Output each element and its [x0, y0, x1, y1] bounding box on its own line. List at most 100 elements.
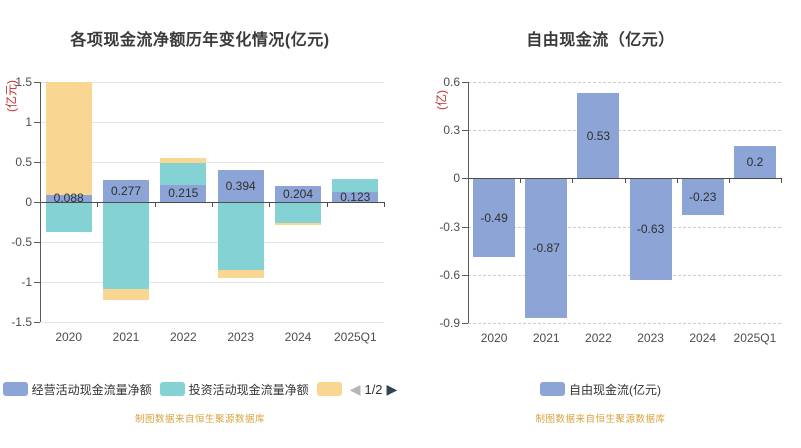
- legend-swatch: [316, 382, 342, 396]
- bar-segment[interactable]: [103, 179, 149, 202]
- gridline: [468, 226, 781, 228]
- y-axis-tick-label: -0.3: [439, 219, 460, 234]
- bar-value-label: -0.49: [480, 210, 508, 225]
- legend-swatch: [540, 382, 565, 396]
- bar-value-label: -0.23: [689, 189, 717, 204]
- bar-segment[interactable]: [275, 202, 321, 223]
- bar-value-label: 0.215: [168, 186, 199, 201]
- bar-value-label: 0.204: [282, 186, 313, 201]
- y-axis-line: [40, 82, 41, 322]
- bar-segment[interactable]: [275, 222, 321, 226]
- y-axis-tick: [462, 82, 468, 83]
- data-source-note: 制图数据来自恒生聚源数据库: [134, 414, 265, 425]
- gridline: [468, 82, 781, 83]
- x-axis-category-label: 2022: [169, 330, 197, 344]
- y-axis-tick: [462, 226, 468, 228]
- x-axis-category-label: 2022: [585, 331, 612, 345]
- y-axis-line: [468, 82, 469, 323]
- legend-label: 投资活动现金流量净额: [188, 382, 309, 397]
- legend-prev-icon[interactable]: ◀: [349, 381, 361, 397]
- bar-value-label: 0.2: [746, 155, 764, 170]
- bar-segment[interactable]: [629, 178, 672, 280]
- bar-segment[interactable]: [275, 185, 321, 202]
- gridline: [468, 274, 781, 276]
- legend-item-operating-cashflow[interactable]: 经营活动现金流量净额: [2, 381, 152, 398]
- legend-label: 经营活动现金流量净额: [31, 382, 152, 397]
- x-axis-tick: [676, 178, 678, 184]
- net-cashflow-chart-panel: 各项现金流净额历年变化情况(亿元) (亿元) 1.5 1 0.5 0 -0.5 -1 -1.…: [0, 0, 400, 448]
- legend-pager: ◀ 1/2 ▶: [350, 382, 398, 397]
- y-axis-tick-label: 0: [25, 195, 32, 209]
- y-axis-tick: [462, 130, 468, 132]
- gridline: [40, 82, 384, 83]
- legend-label: 自由现金流(亿元): [569, 382, 661, 397]
- y-axis-tick: [34, 242, 40, 243]
- gridline: [40, 122, 384, 123]
- bar-segment[interactable]: [160, 184, 207, 202]
- x-axis-tick: [781, 178, 782, 184]
- bar-segment[interactable]: [160, 158, 207, 164]
- x-axis-category-label: 2021: [112, 330, 140, 344]
- y-axis-tick-label: -0.6: [439, 267, 460, 282]
- y-axis-tick-label: 0: [453, 171, 460, 186]
- y-axis-tick-label: -1: [21, 275, 32, 289]
- y-axis-tick-label: 0.5: [15, 155, 32, 169]
- x-axis-tick: [572, 178, 574, 184]
- gridline: [40, 322, 384, 323]
- x-axis-tick: [269, 202, 271, 207]
- bar-value-label: 0.277: [110, 183, 141, 198]
- y-axis-tick-label: 0.3: [443, 123, 460, 138]
- bar-segment[interactable]: [681, 178, 724, 216]
- bar-segment[interactable]: [332, 179, 379, 193]
- bar-segment[interactable]: [217, 170, 264, 202]
- x-axis-tick: [624, 178, 626, 184]
- bar-segment[interactable]: [103, 202, 149, 290]
- x-axis-tick: [384, 202, 385, 207]
- x-axis-category-label: 2021: [532, 331, 560, 345]
- bar-segment[interactable]: [473, 178, 516, 258]
- gridline: [468, 130, 781, 132]
- bar-value-label: -0.63: [636, 222, 665, 236]
- y-axis-tick: [34, 122, 40, 123]
- data-source-note: 制图数据来自恒生聚源数据库: [535, 414, 666, 425]
- y-axis-tick: [462, 178, 468, 180]
- free-cashflow-chart-panel: 自由现金流（亿元） (亿) 0.6 0.3 0 -0.3 -0.6 -0.9 2020 202…: [400, 0, 801, 448]
- bar-segment[interactable]: [160, 163, 207, 185]
- bar-segment[interactable]: [45, 194, 92, 202]
- bar-segment[interactable]: [45, 202, 92, 233]
- y-axis-tick-label: -0.5: [11, 235, 32, 249]
- y-axis-tick: [462, 274, 468, 276]
- gridline: [468, 323, 781, 324]
- y-axis-tick: [34, 282, 40, 283]
- legend-item-free-cashflow[interactable]: 自由现金流(亿元): [540, 381, 661, 398]
- x-axis-category-label: 2024: [284, 330, 312, 344]
- x-axis-tick: [154, 202, 156, 207]
- chart-title: 自由现金流（亿元）: [526, 32, 675, 49]
- y-axis-tick-label: -0.9: [439, 316, 460, 330]
- bar-segment[interactable]: [103, 289, 149, 300]
- legend-next-icon[interactable]: ▶: [386, 381, 398, 397]
- gridline: [40, 242, 384, 243]
- chart-title: 各项现金流净额历年变化情况(亿元): [70, 32, 330, 49]
- bar-value-label: 0.088: [53, 191, 84, 206]
- plot-area: 0.6 0.3 0 -0.3 -0.6 -0.9 2020 2021 2022 2023 2024 2…: [439, 75, 782, 345]
- y-axis-tick-label: -1.5: [11, 315, 32, 329]
- bar-segment[interactable]: [217, 270, 264, 278]
- legend-item-investing-cashflow[interactable]: 投资活动现金流量净额: [159, 381, 309, 398]
- bar-segment[interactable]: [577, 93, 620, 179]
- x-axis-tick: [326, 202, 328, 207]
- x-axis-tick: [728, 178, 730, 184]
- bar-segment[interactable]: [45, 82, 92, 195]
- plot-area: 1.5 1 0.5 0 -0.5 -1 -1.5 2020 2021 2022 2023 2024 20…: [11, 75, 385, 344]
- bar-segment[interactable]: [733, 146, 776, 179]
- bar-segment[interactable]: [525, 178, 568, 319]
- x-axis-category-label: 2025Q1: [333, 330, 377, 344]
- legend: 自由现金流(亿元): [400, 381, 801, 397]
- legend-item-paged-series[interactable]: [316, 382, 342, 396]
- bar-segment[interactable]: [332, 192, 379, 202]
- x-axis-tick: [520, 178, 522, 184]
- legend-swatch: [2, 382, 28, 396]
- x-axis-category-label: 2020: [55, 330, 83, 344]
- bar-segment[interactable]: [217, 202, 264, 270]
